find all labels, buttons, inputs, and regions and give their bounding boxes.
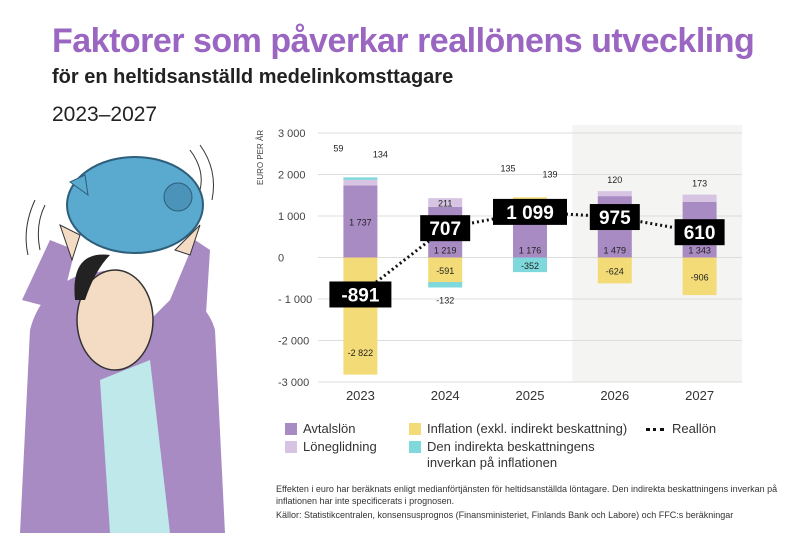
reallon-label: 1 099 (506, 203, 554, 224)
y-tick-label: - 1 000 (278, 294, 312, 306)
bar-loneglidning (597, 191, 632, 197)
reallon-label-box (329, 281, 392, 308)
data-label: 1 176 (519, 246, 542, 256)
sources: Källor: Statistikcentralen, konsensuspro… (276, 510, 734, 520)
page-title: Faktorer som påverkar reallönens utveckl… (52, 22, 755, 60)
reallon-label-box (589, 204, 640, 231)
y-tick-label: 0 (278, 253, 284, 265)
legend-swatch-loneglidning (285, 441, 297, 453)
reallon-label: 707 (429, 219, 461, 240)
notes: Effekten i euro har beräknats enligt med… (276, 483, 786, 523)
data-label: 1 343 (688, 246, 711, 256)
data-label: 1 219 (434, 246, 457, 256)
legend-inflation: Inflation (exkl. indirekt beskattning) (427, 421, 628, 436)
legend-swatch-indirect-tax (409, 441, 421, 453)
bar-inflation (597, 257, 632, 284)
data-label: -591 (436, 266, 454, 276)
bar-inflation (682, 257, 717, 296)
x-tick-label: 2024 (431, 388, 460, 403)
bar-inflation (428, 257, 463, 283)
x-tick-label: 2023 (346, 388, 375, 403)
y-tick-label: 1 000 (278, 211, 306, 223)
y-tick-label: -2 000 (278, 336, 309, 348)
reallon-line (359, 210, 700, 296)
legend-swatch-inflation (409, 423, 421, 435)
x-tick-label: 2025 (516, 388, 545, 403)
data-label: -906 (691, 272, 709, 282)
data-label: 1 479 (604, 246, 627, 256)
legend-reallon: Reallön (672, 421, 717, 436)
y-tick-label: 2 000 (278, 170, 306, 182)
subtitle: för en heltidsanställd medelinkomsttagar… (52, 66, 454, 88)
reallon-label: -891 (341, 285, 379, 306)
reallon-label-box (420, 215, 471, 242)
y-axis-label: EURO PER ÅR (256, 130, 265, 185)
legend-loneglidning: Löneglidning (303, 439, 377, 454)
x-tick-label: 2026 (600, 388, 629, 403)
reallon-label-box (674, 219, 725, 246)
data-label: 211 (438, 199, 452, 209)
data-label: 139 (542, 169, 557, 179)
reallon-label: 975 (599, 208, 631, 229)
legend-swatch-avtalslon (285, 423, 297, 435)
bar-indirect-tax (343, 177, 378, 180)
data-label: 1 737 (349, 217, 372, 227)
period: 2023–2027 (52, 103, 158, 126)
legend-dotted-line-icon (646, 428, 664, 431)
data-label: 135 (500, 163, 515, 173)
data-label: 120 (607, 175, 622, 185)
bar-loneglidning (343, 179, 378, 186)
bar-loneglidning (682, 194, 717, 202)
bar-indirect-tax (513, 257, 547, 273)
bar-loneglidning (428, 198, 463, 207)
data-label: -624 (606, 266, 624, 276)
legend-indirect-tax: Den indirekta beskattningens inverkan på… (427, 439, 595, 470)
data-label: -2 822 (348, 348, 374, 358)
bar-avtalslon (343, 185, 378, 258)
reallon-label-box (493, 198, 567, 225)
data-label: 134 (373, 149, 388, 159)
bar-inflation (343, 257, 378, 375)
y-tick-label: 3 000 (278, 128, 306, 140)
footnote: Effekten i euro har beräknats enligt med… (276, 484, 778, 506)
person-with-piggy-bank-illustration (20, 144, 225, 533)
data-label: 59 (333, 143, 343, 153)
bar-indirect-tax (428, 282, 463, 288)
x-tick-label: 2027 (685, 388, 714, 403)
data-label: -132 (436, 296, 454, 306)
data-label: 173 (692, 179, 707, 189)
reallon-label: 610 (684, 223, 716, 244)
y-tick-label: -3 000 (278, 377, 309, 389)
data-label: -352 (521, 261, 539, 271)
legend-avtalslon: Avtalslön (303, 421, 356, 436)
